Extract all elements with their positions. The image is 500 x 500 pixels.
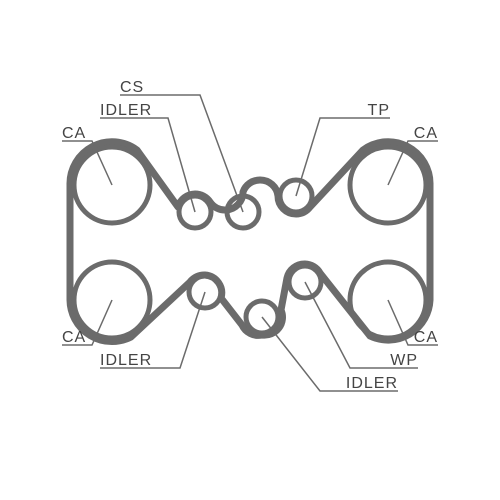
- label-ca-top-left: CA: [62, 125, 86, 142]
- label-wp: WP: [390, 352, 418, 369]
- label-ca-top-right: CA: [414, 125, 438, 142]
- timing-belt-diagram: CS IDLER CA TP CA CA IDLER CA WP IDLER: [0, 0, 500, 500]
- label-idler-bottom-left: IDLER: [100, 352, 152, 369]
- label-idler-top: IDLER: [100, 102, 152, 119]
- label-idler-bottom-right: IDLER: [346, 375, 398, 392]
- label-tp: TP: [368, 102, 390, 119]
- timing-belt: [70, 142, 430, 342]
- label-ca-bottom-right: CA: [414, 329, 438, 346]
- label-ca-bottom-left: CA: [62, 329, 86, 346]
- label-cs: CS: [120, 79, 144, 96]
